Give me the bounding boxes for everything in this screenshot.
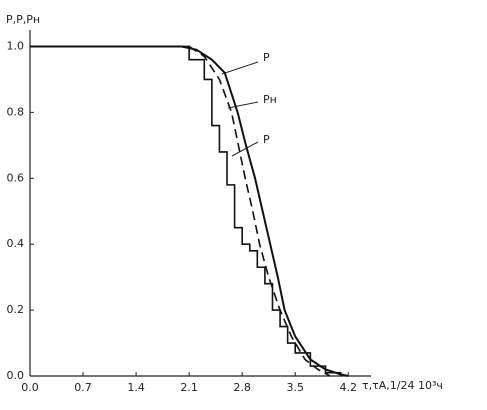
x-axis-label: τ,τA,1/24 10³ч [362, 379, 443, 392]
annotation: Pн [263, 93, 277, 106]
leader-line [221, 61, 259, 75]
x-tick-label: 2.1 [180, 381, 198, 394]
x-tick-label: 2.8 [233, 381, 251, 394]
leader-line [227, 101, 259, 109]
line-dashed [188, 45, 331, 377]
y-tick-label: 0.2 [7, 303, 25, 316]
x-tick-label: 0.0 [21, 381, 39, 394]
annotation: P [263, 51, 270, 64]
line-step [30, 45, 342, 376]
y-tick-label: 0.8 [7, 105, 25, 118]
x-tick-label: 4.2 [340, 381, 358, 394]
y-tick-label: 0.0 [7, 369, 25, 382]
y-axis-label: P,P,Pн [6, 13, 40, 26]
x-tick-label: 1.4 [127, 381, 145, 394]
x-tick-label: 0.7 [74, 381, 92, 394]
y-tick-label: 1.0 [7, 39, 25, 52]
y-tick-label: 0.6 [7, 171, 25, 184]
annotation: P [263, 133, 270, 146]
line-solid [30, 45, 349, 377]
x-tick-label: 3.5 [286, 381, 304, 394]
y-tick-label: 0.4 [7, 237, 25, 250]
leader-line [231, 141, 259, 157]
